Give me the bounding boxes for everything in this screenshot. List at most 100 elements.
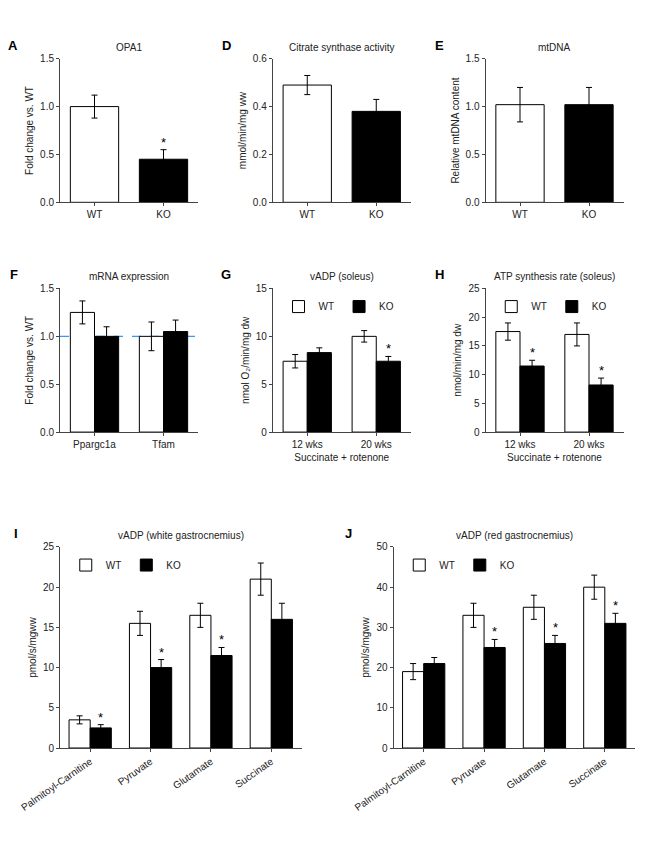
svg-text:pmol/s/mgww: pmol/s/mgww: [27, 616, 38, 677]
svg-text:G: G: [221, 267, 231, 282]
svg-text:0.0: 0.0: [40, 427, 54, 438]
svg-text:Relative mtDNA content: Relative mtDNA content: [450, 77, 461, 183]
svg-text:WT: WT: [439, 560, 455, 571]
svg-text:mmol/min/mg ww: mmol/min/mg ww: [237, 91, 248, 169]
svg-text:40: 40: [376, 582, 388, 593]
svg-text:Pyruvate: Pyruvate: [116, 755, 155, 787]
svg-text:50: 50: [376, 541, 388, 552]
svg-text:0.6: 0.6: [253, 53, 267, 64]
svg-text:J: J: [345, 526, 352, 541]
svg-text:0.4: 0.4: [253, 101, 267, 112]
svg-text:Fold change vs. WT: Fold change vs. WT: [24, 86, 35, 175]
svg-text:12 wks: 12 wks: [292, 439, 323, 450]
svg-text:vADP (soleus): vADP (soleus): [310, 271, 374, 282]
svg-text:Succinate + rotenone: Succinate + rotenone: [507, 452, 602, 463]
svg-text:0.2: 0.2: [253, 149, 267, 160]
svg-text:25: 25: [468, 283, 480, 294]
svg-text:15: 15: [468, 340, 480, 351]
svg-text:Succinate: Succinate: [233, 755, 276, 789]
svg-text:WT: WT: [319, 301, 335, 312]
svg-text:nmol O₂/min/mg dw: nmol O₂/min/mg dw: [240, 316, 251, 404]
svg-text:20: 20: [376, 662, 388, 673]
svg-text:vADP (white gastrocnemius): vADP (white gastrocnemius): [118, 530, 244, 541]
svg-text:mtDNA: mtDNA: [538, 42, 571, 53]
svg-text:0: 0: [261, 427, 267, 438]
svg-text:Succinate: Succinate: [567, 755, 610, 789]
svg-text:0: 0: [382, 743, 388, 754]
svg-text:OPA1: OPA1: [116, 42, 142, 53]
svg-text:*: *: [599, 363, 604, 378]
svg-text:Citrate synthase activity: Citrate synthase activity: [289, 42, 395, 53]
svg-text:*: *: [219, 632, 224, 647]
svg-text:5: 5: [261, 379, 267, 390]
svg-text:A: A: [8, 38, 18, 53]
svg-text:nmol/min/mg dw: nmol/min/mg dw: [452, 323, 463, 397]
svg-text:5: 5: [48, 702, 54, 713]
svg-text:WT: WT: [87, 209, 103, 220]
svg-text:20 wks: 20 wks: [573, 439, 604, 450]
svg-text:0.0: 0.0: [466, 197, 480, 208]
svg-text:0.0: 0.0: [253, 197, 267, 208]
svg-text:Tfam: Tfam: [152, 439, 175, 450]
svg-text:0.5: 0.5: [40, 379, 54, 390]
svg-text:*: *: [161, 135, 166, 150]
svg-text:F: F: [10, 267, 18, 282]
svg-text:Fold change vs. WT: Fold change vs. WT: [24, 316, 35, 405]
svg-text:10: 10: [43, 662, 55, 673]
svg-text:vADP (red gastrocnemius): vADP (red gastrocnemius): [456, 530, 573, 541]
svg-text:KO: KO: [500, 560, 515, 571]
svg-text:*: *: [530, 345, 535, 360]
svg-text:WT: WT: [531, 301, 547, 312]
svg-text:10: 10: [256, 331, 268, 342]
svg-text:0.5: 0.5: [40, 149, 54, 160]
svg-text:10: 10: [468, 369, 480, 380]
svg-text:Succinate + rotenone: Succinate + rotenone: [294, 452, 389, 463]
svg-text:mRNA expression: mRNA expression: [89, 271, 169, 282]
svg-text:*: *: [553, 620, 558, 635]
svg-text:KO: KO: [592, 301, 607, 312]
svg-text:WT: WT: [512, 209, 528, 220]
svg-text:Pyruvate: Pyruvate: [449, 755, 488, 787]
svg-text:20 wks: 20 wks: [361, 439, 392, 450]
svg-text:15: 15: [43, 622, 55, 633]
svg-text:Palmitoyl-Carnitine: Palmitoyl-Carnitine: [19, 755, 94, 812]
svg-text:pmol/s/mgww: pmol/s/mgww: [360, 616, 371, 677]
svg-text:5: 5: [474, 398, 480, 409]
svg-text:1.0: 1.0: [40, 331, 54, 342]
svg-text:WT: WT: [299, 209, 315, 220]
svg-text:0: 0: [474, 427, 480, 438]
svg-text:0: 0: [48, 743, 54, 754]
svg-text:Glutamate: Glutamate: [504, 755, 548, 791]
svg-text:0.0: 0.0: [40, 197, 54, 208]
svg-text:25: 25: [43, 541, 55, 552]
svg-text:D: D: [222, 38, 231, 53]
svg-text:12 wks: 12 wks: [504, 439, 535, 450]
svg-text:*: *: [159, 645, 164, 660]
svg-text:20: 20: [468, 312, 480, 323]
svg-text:10: 10: [376, 702, 388, 713]
svg-text:1.5: 1.5: [40, 283, 54, 294]
svg-text:H: H: [435, 267, 444, 282]
svg-text:I: I: [14, 526, 18, 541]
svg-text:20: 20: [43, 582, 55, 593]
svg-text:KO: KO: [369, 209, 384, 220]
svg-text:Ppargc1a: Ppargc1a: [73, 439, 116, 450]
svg-text:*: *: [613, 598, 618, 613]
svg-text:15: 15: [256, 283, 268, 294]
svg-text:*: *: [386, 341, 391, 356]
svg-text:E: E: [435, 38, 444, 53]
svg-text:0.5: 0.5: [466, 149, 480, 160]
svg-text:WT: WT: [106, 560, 122, 571]
svg-text:Glutamate: Glutamate: [171, 755, 215, 791]
svg-text:KO: KO: [582, 209, 597, 220]
svg-text:1.5: 1.5: [40, 53, 54, 64]
svg-text:*: *: [98, 710, 103, 725]
svg-text:*: *: [492, 624, 497, 639]
svg-text:1.0: 1.0: [466, 101, 480, 112]
svg-text:1.5: 1.5: [466, 53, 480, 64]
svg-text:KO: KO: [166, 560, 181, 571]
svg-text:1.0: 1.0: [40, 101, 54, 112]
svg-text:30: 30: [376, 622, 388, 633]
svg-text:ATP synthesis rate (soleus): ATP synthesis rate (soleus): [494, 271, 615, 282]
svg-text:KO: KO: [379, 301, 394, 312]
